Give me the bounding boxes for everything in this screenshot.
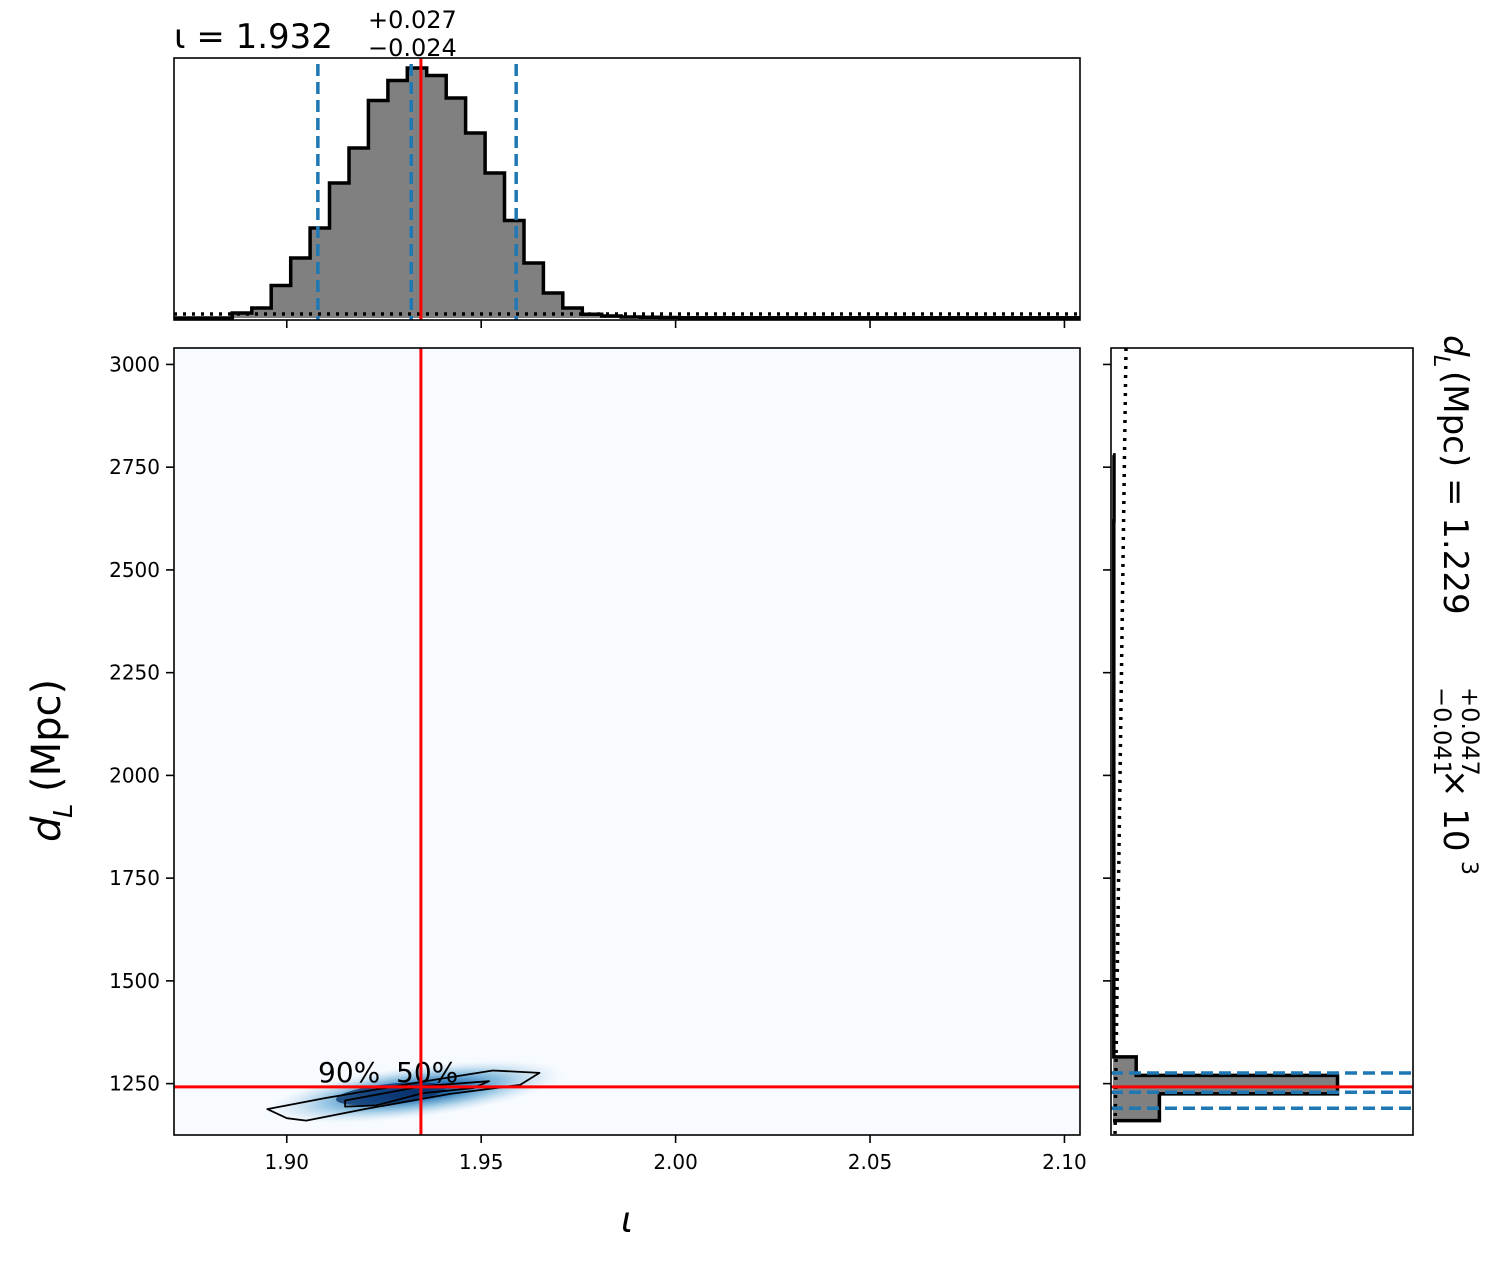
dl-title: d L (Mpc) = 1.229 +0.047 −0.041 × 10 3 — [1428, 335, 1484, 875]
svg-text:(Mpc): (Mpc) — [24, 679, 70, 792]
svg-text:d: d — [1435, 335, 1475, 357]
y-tick-label: 1250 — [109, 1072, 160, 1096]
y-axis-label: d L (Mpc) — [24, 679, 79, 842]
svg-text:−0.041: −0.041 — [1428, 687, 1456, 776]
svg-text:+0.047: +0.047 — [1456, 687, 1484, 776]
svg-text:× 10: × 10 — [1435, 769, 1475, 852]
svg-text:(Mpc) = 1.229: (Mpc) = 1.229 — [1435, 371, 1475, 615]
x-tick-label: 2.05 — [848, 1150, 893, 1174]
iota-histogram-panel — [173, 57, 1081, 328]
iota-title-minus: −0.024 — [368, 34, 457, 62]
iota-hist-outline — [174, 66, 1080, 320]
x-tick-label: 2.00 — [653, 1150, 698, 1174]
dl-hist-outline — [1112, 453, 1340, 1123]
y-tick-label: 3000 — [109, 352, 160, 376]
iota-hist-fill — [174, 68, 1080, 318]
y-tick-label: 2000 — [109, 763, 160, 787]
y-tick-label: 2500 — [109, 558, 160, 582]
iota-title: ι = 1.932 — [174, 17, 333, 57]
y-tick-label: 2250 — [109, 661, 160, 685]
x-tick-label: 1.90 — [264, 1150, 309, 1174]
y-tick-label: 2750 — [109, 455, 160, 479]
contour-label-50: 50% — [396, 1056, 458, 1089]
svg-text:3: 3 — [1456, 861, 1481, 875]
dl-histogram-panel — [1103, 347, 1414, 1136]
y-tick-label: 1500 — [109, 969, 160, 993]
y-tick-label: 1750 — [109, 866, 160, 890]
joint-density-panel: 90% 50% 1.90 1.95 2.00 2.05 2.10 1250 1500 1750 2… — [109, 347, 1087, 1174]
svg-text:L: L — [1428, 355, 1453, 367]
x-axis-label: ι — [621, 1200, 633, 1241]
iota-title-plus: +0.027 — [368, 6, 457, 34]
contour-90pct — [266, 1069, 541, 1122]
x-tick-label: 2.10 — [1042, 1150, 1087, 1174]
svg-text:L: L — [49, 804, 79, 819]
x-tick-label: 1.95 — [459, 1150, 504, 1174]
contour-label-90: 90% — [318, 1056, 380, 1089]
svg-text:d: d — [24, 816, 70, 842]
contour-50pct — [344, 1080, 490, 1108]
